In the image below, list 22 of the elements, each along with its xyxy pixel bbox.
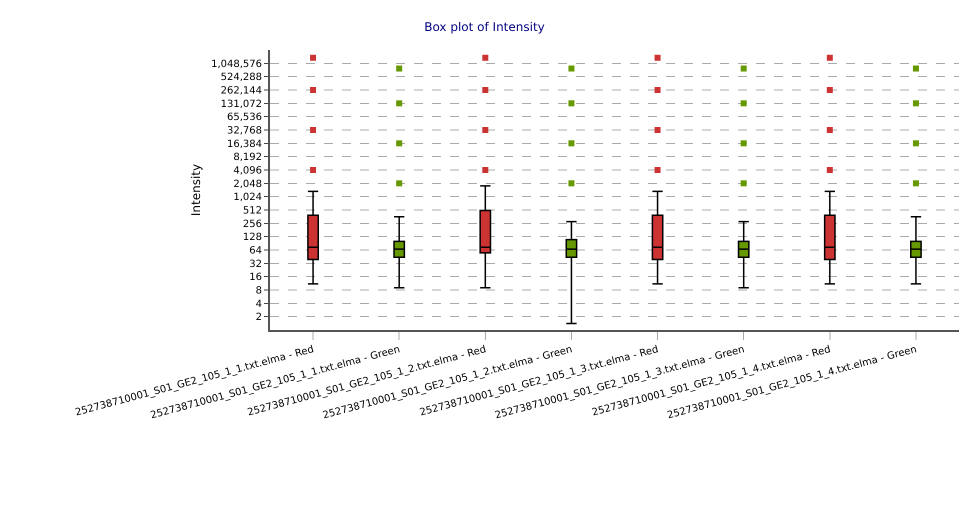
y-tick-label: 1,024 [233, 192, 262, 204]
y-tick-label: 256 [242, 218, 262, 230]
y-tick-label: 64 [249, 246, 262, 256]
y-tick-label: 65,536 [227, 112, 262, 124]
y-tick-label: 4,096 [233, 166, 262, 176]
y-tick-label: 512 [242, 206, 262, 216]
y-tick-label: 32 [249, 258, 262, 270]
y-tick-label: 8,192 [233, 152, 262, 164]
y-axis-title: Intensity [188, 164, 203, 216]
y-tick-label: 1,048,576 [211, 58, 262, 70]
y-tick-label: 8 [256, 286, 262, 296]
y-tick-label: 4 [256, 298, 262, 310]
y-tick-label: 2,048 [233, 178, 262, 190]
y-tick-label: 16 [249, 272, 262, 284]
y-tick-label: 524,288 [220, 72, 262, 84]
y-tick-label: 262,144 [220, 86, 262, 96]
chart-title: Box plot of Intensity [424, 20, 545, 34]
y-tick-label: 131,072 [220, 98, 262, 110]
y-tick-label: 128 [242, 232, 262, 244]
y-tick-label: 32,768 [227, 126, 262, 136]
y-tick-label: 2 [256, 312, 262, 324]
y-tick-label: 16,384 [227, 138, 262, 150]
